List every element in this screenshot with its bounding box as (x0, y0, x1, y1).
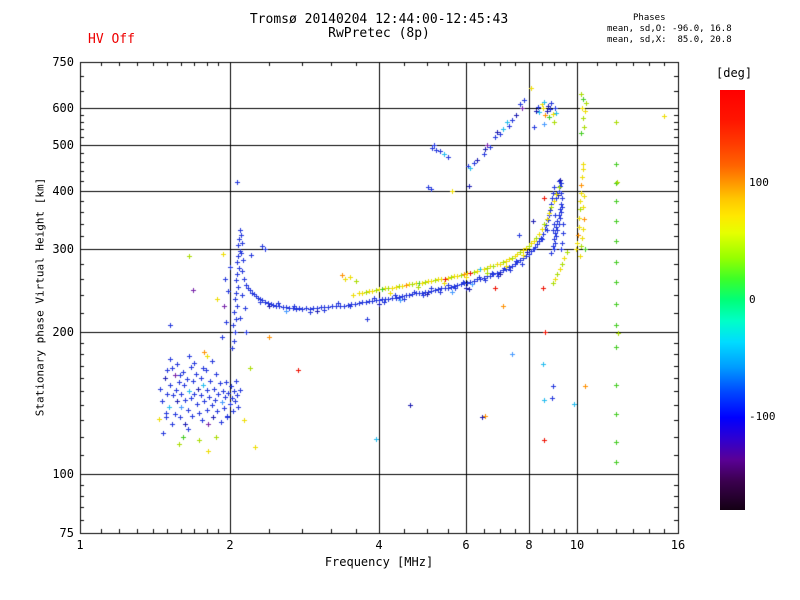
phases-mean-x: mean, sd,X: 85.0, 20.8 (607, 35, 732, 45)
colorbar-tick-label: 100 (749, 176, 769, 190)
colorbar-tick-label: 0 (749, 293, 756, 306)
x-tick-label: 4 (375, 538, 383, 552)
colorbar-units-label: [deg] (716, 66, 753, 80)
y-tick-label: 300 (52, 242, 74, 256)
y-tick-label: 500 (52, 138, 74, 152)
phases-block-title: Phases (633, 13, 666, 23)
y-axis-label: Stationary phase Virtual Height [km] (33, 177, 47, 417)
x-tick-label: 8 (525, 538, 533, 552)
x-tick-label: 2 (226, 538, 234, 552)
x-tick-label: 6 (462, 538, 470, 552)
hv-status-label: HV Off (88, 32, 135, 47)
x-tick-label: 10 (569, 538, 585, 552)
y-tick-label: 750 (52, 55, 74, 69)
plot-subtitle: RwPretec (8p) (328, 26, 430, 41)
phases-mean-o: mean, sd,O: -96.0, 16.8 (607, 24, 732, 34)
y-tick-label: 100 (52, 467, 74, 481)
colorbar-tick-label: -100 (749, 409, 776, 423)
y-tick-label: 200 (52, 325, 74, 339)
y-tick-label: 400 (52, 184, 74, 198)
plot-title: Tromsø 20140204 12:44:00-12:45:43 (249, 12, 509, 27)
y-tick-label: 600 (52, 101, 74, 115)
phase-colorbar (720, 90, 745, 510)
x-axis-label: Frequency [MHz] (324, 555, 434, 569)
x-tick-label: 1 (76, 538, 84, 552)
y-tick-label: 75 (59, 526, 74, 540)
x-tick-label: 16 (670, 538, 686, 552)
